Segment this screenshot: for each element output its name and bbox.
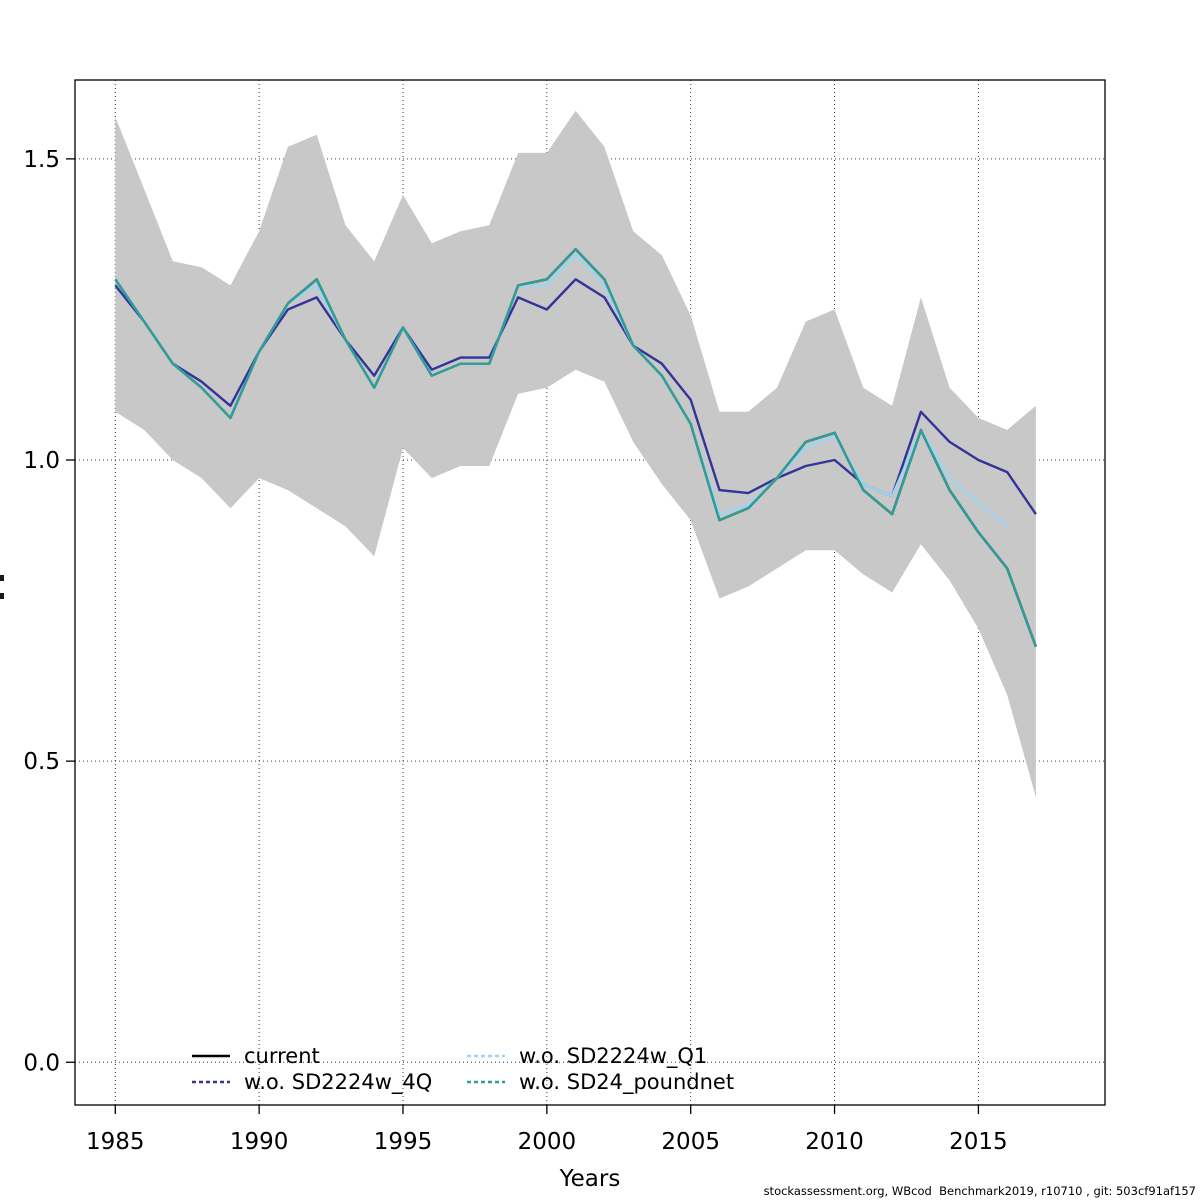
y-tick-label-1: 1.0 — [23, 448, 60, 474]
legend-key-current — [192, 1054, 230, 1058]
x-tick-label-2010: 2010 — [805, 1129, 864, 1155]
x-axis-title: Years — [559, 1166, 621, 1192]
legend-item-wo-sd2224w-4q: w.o. SD2224w_4Q — [190, 1070, 432, 1094]
x-tick-label-1985: 1985 — [86, 1129, 145, 1155]
legend-label-wo-sd2224w-q1: w.o. SD2224w_Q1 — [519, 1044, 708, 1068]
y-tick-label-0: 0.0 — [23, 1050, 60, 1076]
x-tick-label-2000: 2000 — [518, 1129, 577, 1155]
footer-attribution: stockassessment.org, WBcod Benchmark2019… — [763, 1184, 1196, 1198]
legend-item-wo-sd24-poundnet: w.o. SD24_poundnet — [465, 1070, 734, 1094]
x-tick-label-2015: 2015 — [949, 1129, 1008, 1155]
legend-label-wo-sd2224w-4q: w.o. SD2224w_4Q — [244, 1070, 433, 1094]
legend-item-wo-sd2224w-q1: w.o. SD2224w_Q1 — [465, 1044, 707, 1068]
confidence-band — [115, 110, 1036, 798]
y-axis-label-fragment — [0, 593, 4, 599]
y-tick-label-0.5: 0.5 — [23, 749, 60, 775]
legend-label-current: current — [244, 1044, 320, 1068]
legend-key-wo-sd24-poundnet — [467, 1080, 505, 1084]
plot-border — [74, 79, 1106, 1106]
legend-key-wo-sd2224w-q1 — [467, 1054, 505, 1058]
y-tick-label-1.5: 1.5 — [23, 147, 60, 173]
y-axis-label-fragment — [0, 575, 4, 581]
series-line-wo-sd24-poundnet — [114, 248, 1038, 648]
x-tick-label-1990: 1990 — [230, 1129, 289, 1155]
legend-label-wo-sd24-poundnet: w.o. SD24_poundnet — [519, 1070, 735, 1094]
legend-item-current: current — [190, 1044, 320, 1068]
x-tick-label-2005: 2005 — [661, 1129, 720, 1155]
x-tick-label-1995: 1995 — [374, 1129, 433, 1155]
legend-key-wo-sd2224w-4q — [192, 1080, 230, 1084]
